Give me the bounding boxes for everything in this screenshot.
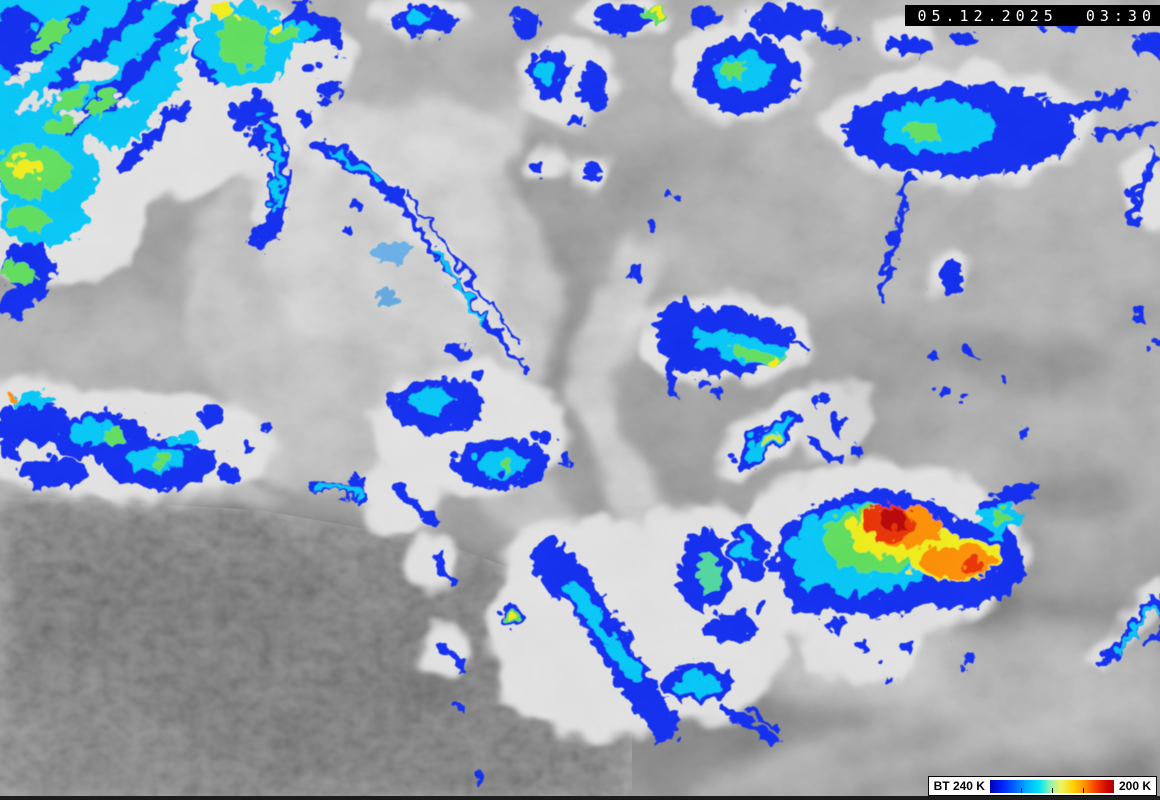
bottom-edge-strip <box>0 796 1160 800</box>
legend-colorbar <box>989 779 1114 793</box>
legend-end-label: 200 K <box>1118 779 1151 793</box>
colorbar-legend: BT 240 K 200 K <box>927 776 1157 796</box>
timestamp-overlay: 05.12.2025 03:30 <box>905 5 1160 26</box>
legend-title: BT 240 K <box>933 779 985 793</box>
